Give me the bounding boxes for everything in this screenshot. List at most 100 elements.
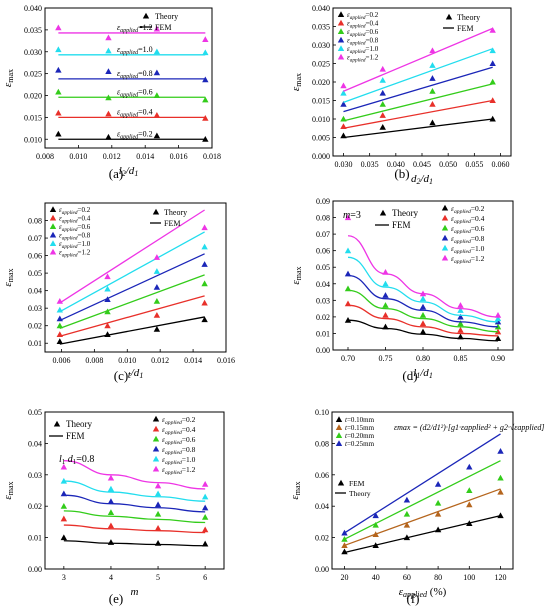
theory-point-b-5: [489, 27, 496, 33]
legend-label-d-3: εapplied=0.8: [451, 234, 485, 245]
legend-marker-c-4: [49, 240, 57, 247]
theory-point-d-2: [344, 285, 352, 292]
legend-marker-d-1: [441, 214, 449, 221]
theory-point-e-2: [201, 513, 209, 520]
y-tick-label-e: 0.01: [28, 534, 42, 543]
x-tick-label-f: 60: [403, 573, 411, 582]
x-axis-label-b: d2/d1: [411, 173, 433, 186]
legend-label-theory: Theory: [66, 419, 92, 429]
x-tick-label-f: 100: [463, 573, 475, 582]
fem-line-b-4: [343, 48, 493, 103]
theory-point-a-1: [105, 47, 112, 54]
theory-point-a-5: [202, 136, 209, 142]
legend-label-d-4: εapplied=1.0: [451, 244, 485, 255]
y-tick-label-a: 0.015: [24, 113, 42, 122]
legend-label-theory: Theory: [164, 208, 187, 217]
theory-point-a-0: [105, 34, 112, 41]
theory-point-d-4: [494, 315, 502, 322]
theory-point-c-1: [153, 311, 161, 318]
theory-point-f-3: [341, 529, 348, 536]
theory-point-f-2: [403, 510, 411, 517]
fem-line-c-0: [59, 316, 205, 345]
theory-point-a-2: [202, 76, 209, 83]
theory-point-b-5: [379, 65, 386, 72]
legend-marker-f-1: [335, 424, 343, 431]
svg-text:(a): (a): [109, 166, 123, 181]
theory-point-b-5: [340, 82, 347, 89]
y-tick-label-e: 0.03: [28, 471, 42, 480]
panel-label-c: (c): [114, 368, 128, 383]
theory-point-c-5: [201, 224, 208, 231]
x-tick-label-e: 3: [62, 573, 66, 582]
legend-marker-fem: [337, 479, 345, 486]
legend-label-theory: Theory: [392, 208, 418, 218]
theory-point-c-3: [104, 296, 111, 302]
legend-marker-e-1: [152, 425, 160, 432]
theory-point-f-1: [372, 531, 379, 538]
theory-point-d-5: [344, 214, 352, 221]
legend-marker-f-2: [335, 432, 343, 439]
fem-line-e-1: [63, 524, 206, 534]
theory-point-f-0: [466, 520, 473, 527]
legend-marker-e-2: [152, 435, 160, 442]
legend-marker-b-1: [337, 19, 345, 26]
x-tick-label-f: 80: [434, 573, 442, 582]
theory-point-e-2: [107, 509, 115, 516]
fem-line-c-4: [59, 231, 205, 313]
theory-point-a-4: [55, 109, 62, 116]
series-label-a-3: εapplied=0.6: [117, 87, 153, 98]
y-axis-label-e: εmax: [2, 481, 15, 499]
theory-point-d-3: [419, 303, 427, 310]
theory-point-f-3: [497, 448, 504, 454]
theory-point-b-2: [340, 115, 347, 122]
theory-point-b-1: [379, 112, 386, 118]
legend-marker-b-5: [337, 53, 345, 60]
fem-line-e-2: [63, 510, 206, 524]
legend-label-c-5: εapplied=1.2: [59, 249, 91, 259]
y-tick-label-c: 0.06: [28, 252, 42, 261]
legend-label-d-5: εapplied=1.2: [451, 254, 485, 265]
fem-line-b-3: [343, 66, 493, 113]
x-tick-label-b: 0.050: [439, 160, 457, 169]
fem-line-e-5: [63, 460, 206, 490]
theory-point-b-4: [340, 89, 347, 96]
legend-marker-e-0: [152, 415, 160, 422]
theory-point-d-1: [382, 312, 389, 318]
x-tick-label-f: 40: [372, 573, 380, 582]
theory-point-e-4: [201, 493, 209, 500]
theory-point-b-1: [429, 101, 436, 107]
fem-line-c-5: [59, 209, 205, 304]
theory-point-f-3: [403, 496, 411, 503]
legend-marker-b-0: [337, 11, 345, 18]
y-tick-label-d: 0.07: [316, 230, 330, 239]
y-axis-label-b: εmax: [290, 73, 303, 91]
legend-label-e-1: εapplied=0.4: [162, 425, 196, 436]
formula-f: εmax = (d2/d1²)·[g1·εapplied² + g2·√εapp…: [394, 423, 545, 432]
panel-label-f: (f): [407, 591, 420, 606]
x-tick-label-a: 0.014: [136, 152, 154, 161]
y-tick-label-d: 0.00: [316, 346, 330, 355]
theory-point-e-2: [60, 503, 68, 509]
y-tick-label-d: 0.06: [316, 247, 330, 256]
series-label-a-5: εapplied=0.2: [117, 129, 153, 140]
x-axis-label-c: t/d1: [128, 367, 144, 381]
theory-point-a-5: [55, 130, 62, 137]
svg-text:(f): (f): [407, 591, 420, 606]
y-tick-label-a: 0.020: [24, 92, 42, 101]
legend-b: εapplied=0.2εapplied=0.4εapplied=0.6εapp…: [337, 11, 480, 64]
y-tick-label-c: 0.08: [28, 217, 42, 226]
theory-point-b-4: [429, 62, 436, 68]
theory-point-b-1: [340, 123, 347, 129]
panel-label-e: (e): [109, 591, 123, 606]
theory-point-b-3: [379, 89, 386, 96]
theory-point-d-4: [382, 280, 389, 287]
theory-point-f-3: [434, 481, 442, 487]
y-tick-label-b: 0.025: [312, 60, 330, 69]
theory-point-b-3: [489, 60, 496, 67]
legend-label-c-4: εapplied=1.0: [59, 240, 91, 250]
y-tick-label-f: 0.08: [315, 439, 329, 448]
legend-marker-d-3: [441, 234, 449, 241]
fem-line-d-1: [347, 304, 499, 337]
legend-marker-theory: [445, 13, 453, 20]
theory-point-f-0: [434, 526, 442, 533]
